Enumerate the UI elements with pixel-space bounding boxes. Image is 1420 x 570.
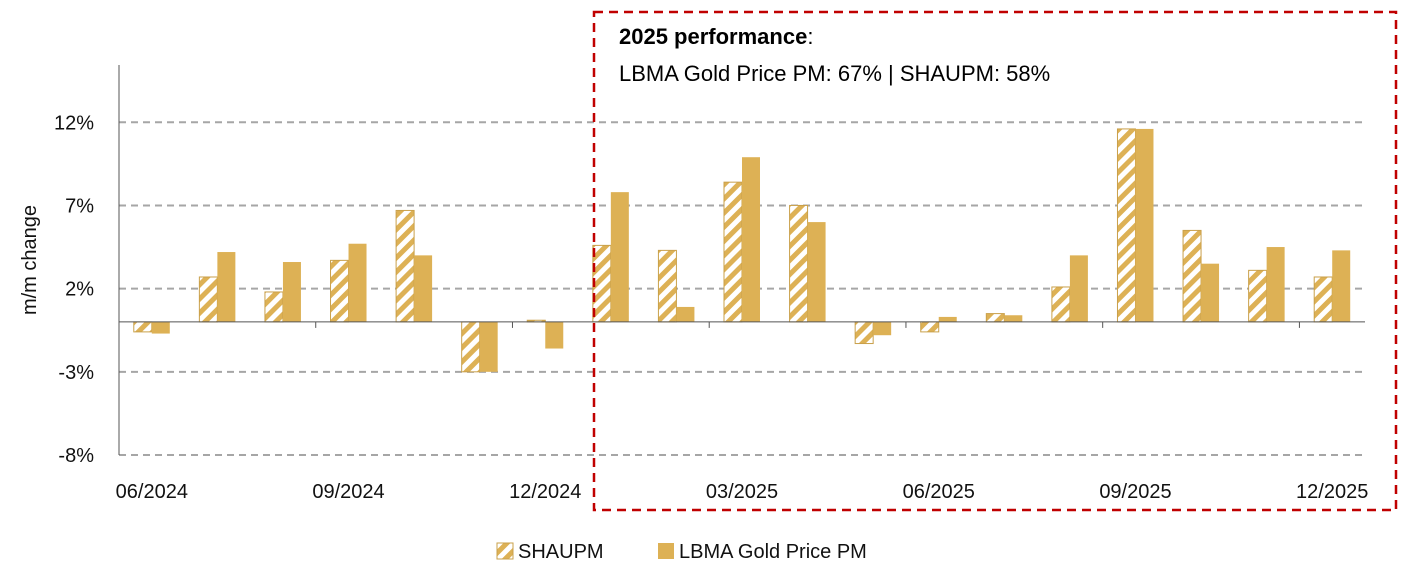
bar-lbma-gold-price-pm bbox=[807, 222, 826, 322]
bar-lbma-gold-price-pm bbox=[348, 243, 367, 322]
bar-shaupm bbox=[395, 209, 415, 323]
bar-lbma-gold-price-pm bbox=[282, 262, 301, 322]
annotation-text: LBMA Gold Price PM: 67% | SHAUPM: 58% bbox=[619, 61, 1050, 86]
bar-lbma-gold-price-pm bbox=[1266, 247, 1285, 322]
bar-lbma-gold-price-pm bbox=[1332, 250, 1351, 322]
x-tick-label: 12/2025 bbox=[1296, 481, 1368, 503]
legend-swatch-shaupm bbox=[496, 542, 514, 560]
bar-shaupm bbox=[1116, 128, 1136, 323]
y-tick-label: 2% bbox=[65, 279, 94, 301]
bar-lbma-gold-price-pm bbox=[1069, 255, 1088, 322]
bar-shaupm bbox=[330, 259, 350, 323]
x-tick-label: 06/2025 bbox=[903, 481, 975, 503]
bar-lbma-gold-price-pm bbox=[873, 321, 892, 336]
bar-lbma-gold-price-pm bbox=[479, 321, 498, 372]
y-tick-label: 7% bbox=[65, 195, 94, 217]
y-tick-label: -8% bbox=[58, 445, 94, 467]
bar-shaupm bbox=[592, 244, 612, 323]
bar-shaupm bbox=[854, 321, 874, 345]
y-tick-label: -3% bbox=[58, 362, 94, 384]
bar-lbma-gold-price-pm bbox=[217, 252, 236, 322]
bar-shaupm bbox=[198, 276, 218, 323]
bar-shaupm bbox=[985, 313, 1005, 323]
annotation-title-colon: : bbox=[807, 24, 813, 49]
bar-lbma-gold-price-pm bbox=[938, 316, 957, 322]
gridlines bbox=[119, 121, 1365, 456]
bar-lbma-gold-price-pm bbox=[610, 192, 629, 322]
x-tick-labels: 06/2024 09/2024 12/2024 03/2025 06/2025 09/20… bbox=[116, 481, 1369, 503]
legend: SHAUPM LBMA Gold Price PM bbox=[496, 541, 867, 563]
bar-lbma-gold-price-pm bbox=[676, 306, 695, 322]
bars bbox=[133, 128, 1351, 373]
y-tick-label: 12% bbox=[54, 112, 94, 134]
bar-shaupm bbox=[789, 204, 809, 323]
legend-label-lbma: LBMA Gold Price PM bbox=[679, 541, 867, 563]
bar-shaupm bbox=[657, 249, 677, 323]
bar-lbma-gold-price-pm bbox=[151, 321, 170, 334]
bar-shaupm bbox=[133, 321, 153, 333]
y-axis-title: m/m change bbox=[19, 205, 41, 315]
x-tick-label: 06/2024 bbox=[116, 481, 188, 503]
axes bbox=[118, 65, 1365, 455]
x-tick-label: 09/2025 bbox=[1099, 481, 1171, 503]
bar-shaupm bbox=[264, 291, 284, 323]
x-tick-label: 12/2024 bbox=[509, 481, 581, 503]
legend-swatch-lbma bbox=[658, 543, 674, 559]
bar-shaupm bbox=[461, 321, 481, 373]
bar-shaupm bbox=[920, 321, 940, 333]
bar-lbma-gold-price-pm bbox=[1135, 128, 1154, 322]
bar-lbma-gold-price-pm bbox=[414, 255, 433, 322]
x-tick-label: 03/2025 bbox=[706, 481, 778, 503]
bar-shaupm bbox=[1248, 269, 1268, 323]
y-tick-labels: 12% 7% 2% -3% -8% bbox=[54, 112, 94, 467]
bar-lbma-gold-price-pm bbox=[742, 157, 760, 322]
bar-shaupm bbox=[723, 181, 743, 323]
legend-label-shaupm: SHAUPM bbox=[518, 541, 604, 563]
bar-lbma-gold-price-pm bbox=[1201, 263, 1220, 322]
annotation-title: 2025 performance: bbox=[619, 24, 813, 49]
bar-lbma-gold-price-pm bbox=[545, 321, 564, 349]
annotation-title-text: 2025 performance bbox=[619, 24, 807, 49]
bar-shaupm bbox=[1182, 229, 1202, 323]
bar-lbma-gold-price-pm bbox=[1004, 315, 1023, 322]
bar-shaupm bbox=[1051, 286, 1071, 323]
highlight-box-2025 bbox=[592, 10, 1398, 512]
bar-shaupm bbox=[1313, 276, 1333, 323]
x-tick-label: 09/2024 bbox=[312, 481, 384, 503]
